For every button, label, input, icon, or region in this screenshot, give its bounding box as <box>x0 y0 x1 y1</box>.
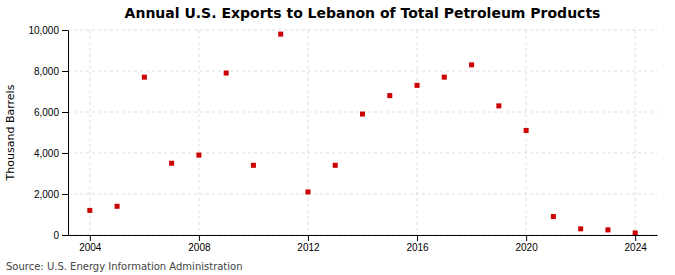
x-tick-mark <box>417 235 418 241</box>
x-tick-mark <box>635 235 636 241</box>
point <box>305 189 310 194</box>
point <box>142 75 147 80</box>
y-tick-mark <box>62 71 68 72</box>
x-grid-line <box>635 30 636 235</box>
point <box>578 226 583 231</box>
y-axis-label: Thousand Barrels <box>4 84 17 181</box>
source: Source: U.S. Energy Information Administ… <box>6 261 243 272</box>
chart: 2004 2008 2012 2016 2020 2024 0 2,000 4,000 6,000… <box>0 0 675 275</box>
x-tick-label: 2008 <box>188 242 211 253</box>
y-grid-line <box>68 235 657 236</box>
x-tick: 2016 <box>406 235 429 253</box>
y-tick-mark <box>62 153 68 154</box>
x-axis-line <box>69 235 658 236</box>
x-grid-line <box>198 30 199 235</box>
point <box>251 163 256 168</box>
x-tick-mark <box>90 235 91 241</box>
point <box>496 103 501 108</box>
y-tick-label: 2,000 <box>34 189 59 200</box>
point <box>605 227 610 232</box>
x-tick-mark <box>199 235 200 241</box>
y-tick-label: 10,000 <box>28 25 59 36</box>
x-tick: 2020 <box>515 235 538 253</box>
y-tick-label: 0 <box>53 230 59 241</box>
x-grid-line <box>417 30 418 235</box>
y-grid-line <box>68 194 657 195</box>
y-tick-mark <box>62 112 68 113</box>
x-tick-label: 2024 <box>625 242 648 253</box>
y-tick-mark <box>62 194 68 195</box>
y-axis: 0 2,000 4,000 6,000 8,000 10,000 <box>28 25 68 241</box>
x-tick-mark <box>526 235 527 241</box>
x-tick-label: 2020 <box>515 242 538 253</box>
y-grid-line <box>68 153 657 154</box>
x-tick: 2004 <box>79 235 102 253</box>
y-tick-label: 8,000 <box>34 66 59 77</box>
y-grid-line <box>68 30 657 31</box>
point <box>524 128 529 133</box>
y-grid-line <box>68 71 657 72</box>
x-tick: 2024 <box>625 235 648 253</box>
point <box>360 112 365 117</box>
point <box>224 71 229 76</box>
y-tick-label: 6,000 <box>34 107 59 118</box>
y-tick: 6,000 <box>34 107 68 118</box>
point <box>442 75 447 80</box>
point <box>87 208 92 213</box>
y-tick: 2,000 <box>34 189 68 200</box>
title: Annual U.S. Exports to Lebanon of Total … <box>125 5 601 21</box>
x-tick-label: 2016 <box>406 242 429 253</box>
x-tick: 2012 <box>297 235 320 253</box>
y-tick-label: 4,000 <box>34 148 59 159</box>
point <box>551 214 556 219</box>
plot: 2004 2008 2012 2016 2020 2024 0 2,000 4,000 6,000… <box>28 25 657 253</box>
point <box>633 230 638 235</box>
y-tick: 8,000 <box>34 66 68 77</box>
point <box>196 153 201 158</box>
x-axis: 2004 2008 2012 2016 2020 2024 <box>69 235 658 253</box>
x-tick-label: 2012 <box>297 242 320 253</box>
x-grid-line <box>89 30 90 235</box>
grid <box>68 30 657 235</box>
point <box>169 161 174 166</box>
point <box>469 62 474 67</box>
x-grid-line <box>307 30 308 235</box>
x-tick-label: 2004 <box>79 242 102 253</box>
points <box>87 32 637 235</box>
point <box>415 83 420 88</box>
y-tick-mark <box>62 235 68 236</box>
point <box>333 163 338 168</box>
y-tick: 4,000 <box>34 148 68 159</box>
y-tick-mark <box>62 30 68 31</box>
point <box>115 204 120 209</box>
y-tick: 0 <box>53 230 68 241</box>
y-axis-line <box>68 31 69 236</box>
point <box>278 32 283 37</box>
y-tick: 10,000 <box>28 25 68 36</box>
x-tick: 2008 <box>188 235 211 253</box>
point <box>387 93 392 98</box>
x-tick-mark <box>308 235 309 241</box>
